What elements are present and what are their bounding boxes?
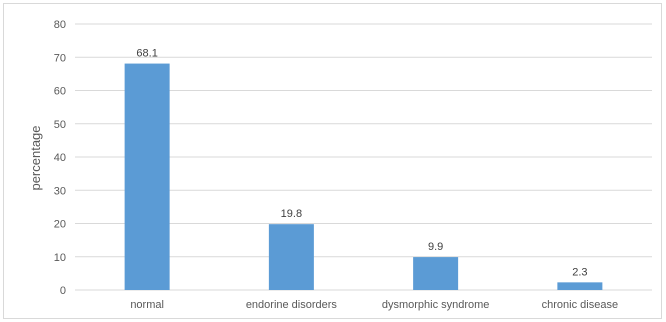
data-labels: 68.1 19.8 9.9 2.3: [136, 48, 587, 279]
y-tick-label: 70: [54, 52, 66, 64]
y-tick-label: 10: [54, 252, 66, 264]
bar-chronic-disease: [557, 282, 603, 290]
bar-normal: [124, 63, 170, 290]
data-label: 2.3: [572, 266, 587, 278]
data-label: 19.8: [281, 208, 302, 220]
x-category-label: dysmorphic syndrome: [382, 299, 490, 311]
chart-frame: [3, 3, 662, 319]
y-tick-label: 30: [54, 185, 66, 197]
x-category-label: normal: [130, 299, 164, 311]
y-tick-label: 40: [54, 152, 66, 164]
y-tick-label: 50: [54, 119, 66, 131]
x-category-label: endorine disorders: [246, 299, 338, 311]
bar-dysmorphic-syndrome: [413, 257, 459, 290]
gridlines: [75, 23, 652, 291]
bar-endorine-disorders: [268, 224, 314, 290]
y-axis-title: percentage: [28, 125, 43, 190]
y-tick-label: 0: [60, 285, 66, 297]
x-category-label: chronic disease: [542, 299, 618, 311]
data-label: 9.9: [428, 241, 443, 253]
y-axis-ticks: 0 10 20 30 40 50 60 70 80: [54, 19, 66, 297]
y-tick-label: 20: [54, 219, 66, 231]
y-tick-label: 60: [54, 86, 66, 98]
data-label: 68.1: [136, 48, 157, 60]
x-axis-categories: normal endorine disorders dysmorphic syndr…: [130, 299, 618, 311]
bars: [124, 63, 603, 290]
y-tick-label: 80: [54, 19, 66, 31]
